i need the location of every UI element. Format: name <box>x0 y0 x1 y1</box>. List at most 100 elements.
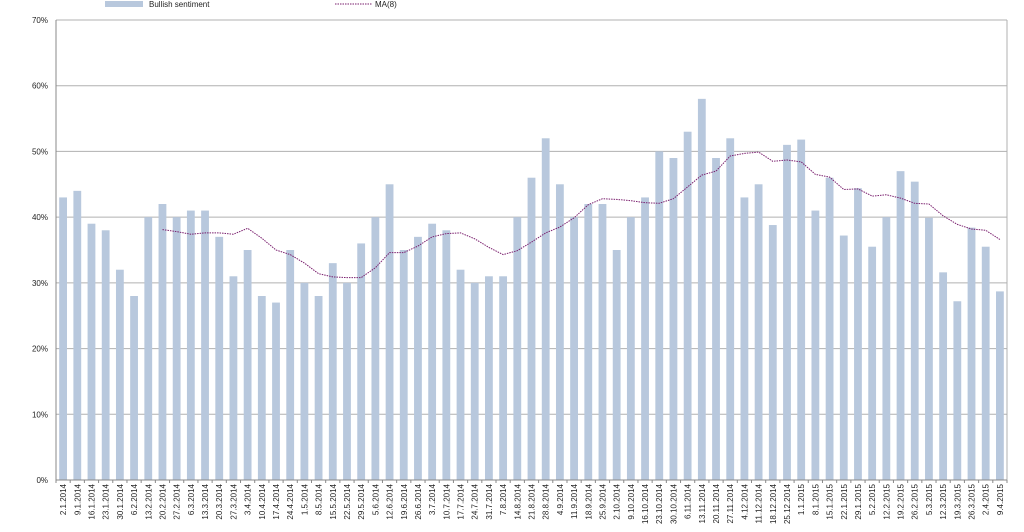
x-tick-label: 12.6.2014 <box>386 483 395 519</box>
bar <box>343 282 351 480</box>
bar <box>981 246 990 480</box>
bar <box>527 177 536 480</box>
x-tick-label: 9.1.2014 <box>73 483 82 515</box>
y-tick-label: 30% <box>32 279 48 288</box>
x-axis: 2.1.2014 9.1.2014 16.1.2014 23.1.2014 30.1.2… <box>55 479 1008 524</box>
x-tick-label: 24.4.2014 <box>286 483 295 519</box>
bar <box>229 276 238 480</box>
x-tick-label: 1.5.2014 <box>300 483 309 515</box>
x-tick-label: 9.4.2015 <box>996 483 1005 515</box>
x-tick-label: 18.12.2014 <box>769 483 778 524</box>
x-tick-label: 15.5.2014 <box>329 483 338 519</box>
x-tick-label: 15.1.2015 <box>826 483 835 519</box>
bar <box>186 210 195 481</box>
ma-line-series <box>162 151 1001 279</box>
x-tick-label: 12.3.2015 <box>939 483 948 519</box>
x-tick-label: 2.1.2014 <box>59 483 68 515</box>
y-tick-label: 10% <box>32 410 48 419</box>
y-tick-label: 50% <box>32 147 48 156</box>
x-tick-label: 13.11.2014 <box>698 483 707 523</box>
x-tick-label: 2.10.2014 <box>613 483 622 519</box>
x-tick-label: 27.3.2014 <box>229 483 238 519</box>
legend-label-ma: MA(8) <box>375 0 397 9</box>
x-tick-label: 26.3.2015 <box>968 483 977 519</box>
bar <box>712 158 720 480</box>
bar <box>470 282 479 480</box>
x-tick-label: 8.1.2015 <box>811 483 820 515</box>
bar <box>925 217 933 481</box>
bar <box>825 177 834 480</box>
x-tick-label: 23.10.2014 <box>655 483 664 524</box>
bar <box>882 217 891 480</box>
x-tick-label: 9.10.2014 <box>627 483 636 519</box>
bar <box>868 246 877 480</box>
x-tick-label: 3.7.2014 <box>428 483 437 515</box>
bar <box>641 197 649 480</box>
x-tick-label: 3.4.2014 <box>244 483 253 515</box>
bar <box>697 98 706 480</box>
bar <box>286 250 295 480</box>
x-tick-label: 13.3.2014 <box>201 483 210 519</box>
bar <box>144 217 153 480</box>
bar <box>371 217 380 480</box>
y-tick-label: 60% <box>32 82 48 91</box>
y-axis: 0% 10% 20% 30% 40% 50% 60% 70% <box>32 16 48 485</box>
x-tick-label: 17.7.2014 <box>457 483 466 519</box>
bar <box>414 236 422 480</box>
bar <box>995 291 1004 480</box>
bar <box>456 269 465 480</box>
x-tick-label: 29.5.2014 <box>357 483 366 519</box>
x-tick-label: 30.1.2014 <box>116 483 125 519</box>
bar <box>740 197 749 480</box>
bar <box>910 181 919 480</box>
bar <box>201 210 209 481</box>
x-tick-label: 26.2.2015 <box>911 483 920 519</box>
bar <box>541 138 550 481</box>
x-tick-label: 19.3.2015 <box>953 483 962 519</box>
bar <box>726 138 735 481</box>
bar <box>797 139 806 480</box>
x-tick-label: 31.7.2014 <box>485 483 494 519</box>
x-tick-label: 8.5.2014 <box>315 483 324 515</box>
ma-line <box>162 151 1001 279</box>
legend: Bullish sentiment MA(8) <box>105 0 397 9</box>
x-tick-label: 6.11.2014 <box>684 483 693 519</box>
x-tick-label: 25.9.2014 <box>598 483 607 519</box>
bar <box>87 223 96 480</box>
y-tick-label: 40% <box>32 213 48 222</box>
bar <box>399 250 408 480</box>
x-tick-label: 18.9.2014 <box>584 483 593 519</box>
x-tick-label: 23.1.2014 <box>102 483 111 519</box>
x-tick-label: 1.1.2015 <box>797 483 806 515</box>
x-tick-label: 20.3.2014 <box>215 483 224 519</box>
bar <box>754 184 763 481</box>
bar <box>555 184 564 481</box>
y-tick-label: 20% <box>32 345 48 354</box>
bar <box>939 272 948 480</box>
bar <box>442 230 451 480</box>
x-tick-label: 12.2.2015 <box>882 483 891 519</box>
x-tick-label: 6.3.2014 <box>187 483 196 515</box>
x-tick-label: 26.6.2014 <box>414 483 423 519</box>
bar <box>598 204 607 480</box>
bar <box>300 282 309 480</box>
x-tick-label: 11.9.2014 <box>570 483 579 519</box>
x-tick-label: 5.6.2014 <box>371 483 380 515</box>
bar <box>158 204 167 480</box>
x-tick-label: 5.2.2015 <box>868 483 877 515</box>
x-tick-label: 6.2.2014 <box>130 483 139 515</box>
bar <box>953 301 962 480</box>
bar-series <box>59 98 1004 481</box>
bar <box>499 276 508 480</box>
x-tick-label: 2.4.2015 <box>982 483 991 515</box>
bar <box>130 296 138 480</box>
x-tick-label: 30.10.2014 <box>669 483 678 524</box>
x-tick-label: 11.12.2014 <box>755 483 764 523</box>
x-tick-label: 22.5.2014 <box>343 483 352 519</box>
x-tick-label: 19.6.2014 <box>400 483 409 519</box>
x-tick-label: 17.4.2014 <box>272 483 281 519</box>
x-tick-label: 27.11.2014 <box>726 483 735 523</box>
bar <box>584 204 593 480</box>
y-tick-label: 0% <box>36 476 48 485</box>
